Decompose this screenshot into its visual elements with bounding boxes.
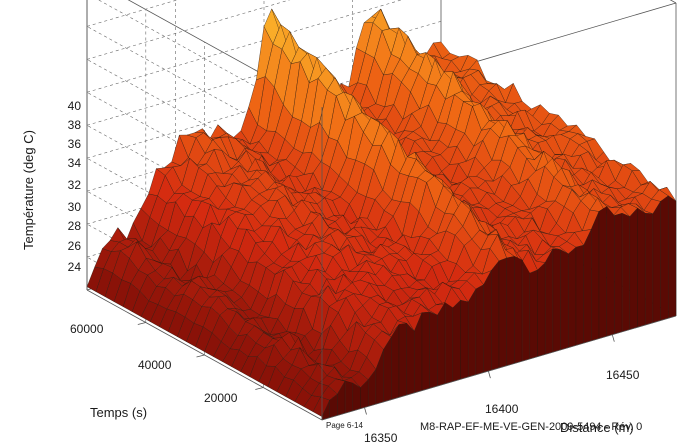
z-tick-label: 30	[68, 200, 82, 214]
page-footer: Page 6-14 M8-RAP-EF-ME-VE-GEN-2009-5494 …	[326, 421, 642, 433]
y-tick-label: 20000	[204, 391, 238, 405]
surface-skirt	[398, 323, 407, 398]
surface-skirt	[468, 288, 477, 378]
surface-skirt	[598, 206, 607, 339]
surface-skirt	[491, 260, 500, 371]
x-axis-label: Distance (m)	[560, 420, 634, 435]
x-tick-label: 16450	[606, 368, 640, 382]
surface-skirt	[560, 249, 569, 351]
surface-skirt	[537, 262, 546, 357]
z-tick-label: 32	[68, 178, 82, 192]
surface-skirt	[460, 299, 469, 380]
page-number: Page 6-14	[326, 421, 363, 430]
surface-skirt	[475, 284, 484, 376]
surface-skirt	[575, 244, 584, 346]
y-tick-mark	[137, 322, 146, 325]
z-tick-label: 40	[68, 99, 82, 113]
y-tick-mark	[196, 354, 205, 358]
surface-skirt	[591, 211, 600, 342]
surface-skirt	[437, 301, 446, 387]
surface-skirt	[552, 248, 561, 353]
surface-skirt	[344, 380, 353, 414]
surface-skirt	[483, 270, 492, 373]
grid-line	[86, 0, 178, 27]
z-axis: 40 38 36 34 32 30 28 26 24 Température (…	[21, 99, 81, 274]
surface-skirt	[614, 213, 623, 335]
z-axis-label: Température (deg C)	[21, 130, 36, 250]
y-tick-label: 60000	[70, 322, 104, 336]
surface-skirt	[529, 269, 538, 360]
z-tick-label: 26	[68, 239, 82, 253]
surface-skirt	[652, 200, 661, 324]
surface-skirt	[521, 259, 530, 362]
y-axis-label: Temps (s)	[90, 405, 147, 420]
box-edge	[669, 0, 677, 4]
surface-plot	[86, 8, 677, 421]
surface-skirt	[637, 207, 646, 328]
y-tick-mark	[255, 387, 264, 390]
surface-skirt	[668, 195, 677, 319]
x-tick-mark	[488, 370, 491, 379]
x-tick-mark	[364, 407, 367, 415]
surface-skirt	[645, 213, 654, 326]
front-box-edges	[86, 0, 677, 421]
box-edge	[321, 315, 677, 421]
surface-skirt	[545, 248, 554, 355]
surface-skirt	[621, 213, 630, 333]
z-tick-label: 24	[68, 260, 82, 274]
surface-skirt	[568, 246, 577, 348]
surface-skirt	[452, 299, 461, 382]
surface-skirt	[660, 195, 669, 321]
y-axis: 60000 40000 20000 Temps (s)	[70, 322, 238, 420]
surface-skirt	[583, 229, 592, 344]
document-reference: M8-RAP-EF-ME-VE-GEN-2009-5494 - Rév. 0	[420, 421, 642, 433]
surface-skirt	[606, 206, 615, 337]
z-tick-label: 34	[68, 156, 82, 170]
surface-skirt	[629, 207, 638, 330]
surface-skirt	[421, 311, 430, 391]
surface-skirt	[352, 382, 361, 412]
surface-skirt	[391, 323, 400, 400]
y-tick-label: 40000	[138, 358, 172, 372]
z-tick-label: 36	[68, 137, 82, 151]
surface-skirt	[514, 256, 523, 364]
surface-skirt	[498, 257, 507, 369]
surface-skirt	[429, 311, 438, 389]
z-tick-label: 38	[68, 118, 82, 132]
x-tick-label: 16400	[485, 402, 519, 416]
z-tick-label: 28	[68, 219, 82, 233]
x-tick-label: 16350	[364, 431, 398, 444]
x-axis: 16350 16400 16450 Distance (m)	[364, 368, 640, 444]
surface-skirt	[406, 322, 415, 396]
surface-skirt	[444, 302, 453, 385]
x-tick-mark	[611, 334, 615, 342]
grid-line	[86, 0, 291, 60]
surface-skirt	[506, 256, 515, 366]
